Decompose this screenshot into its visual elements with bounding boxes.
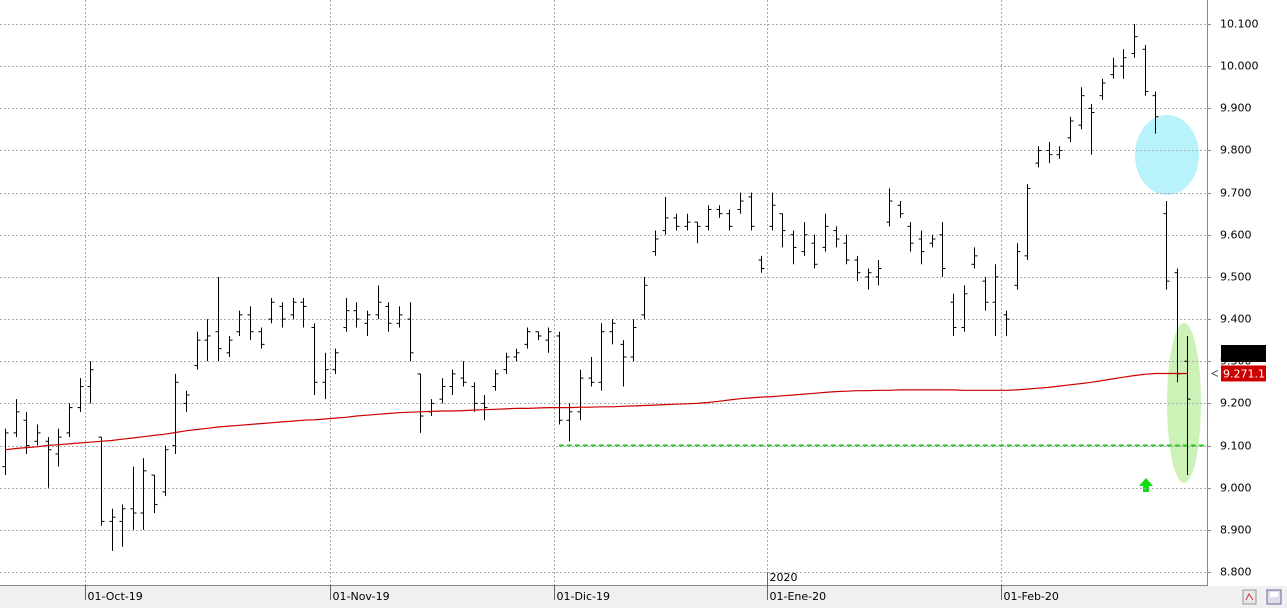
grid [0,0,1211,585]
y-tick-label: 9.800 [1220,144,1252,157]
arrow-up [1139,478,1153,492]
y-tick-label: 8.900 [1220,524,1252,537]
y-tick-label: 9.400 [1220,313,1252,326]
last-price-box [1221,345,1266,362]
y-tick-label: 10.000 [1220,60,1259,73]
icon-button[interactable] [1242,589,1257,605]
x-tick-label: 01-Oct-19 [88,590,143,603]
x-tick-label: 01-Ene-20 [770,590,827,603]
y-tick-label: 9.000 [1220,482,1252,495]
y-tick-label: 10.100 [1220,18,1259,31]
icon [1270,592,1278,597]
highlight-ellipse [1135,115,1199,195]
y-tick-label: 9.900 [1220,102,1252,115]
ma-label-arrow [1210,370,1219,377]
x-tick-label: 01-Dic-19 [557,590,611,603]
y-tick-label: 9.200 [1220,397,1252,410]
y-tick-label: 8.800 [1220,566,1252,579]
ma-label-box [1221,365,1266,382]
x-tick-label: 01-Feb-20 [1004,590,1059,603]
y-tick-label: 9.300 [1220,355,1252,368]
plot [2,24,1207,551]
y-tick-label: 9.100 [1220,440,1252,453]
ma-label: 9.271.1 [1223,367,1265,380]
y-tick-label: 9.700 [1220,187,1252,200]
icon [1245,593,1254,601]
x-axis-band [0,586,1287,608]
year-label: 2020 [770,571,798,584]
moving-average [4,372,1188,451]
y-tick-label: 9.600 [1220,229,1252,242]
y-tick-label: 9.500 [1220,271,1252,284]
x-tick-label: 01-Nov-19 [333,590,390,603]
